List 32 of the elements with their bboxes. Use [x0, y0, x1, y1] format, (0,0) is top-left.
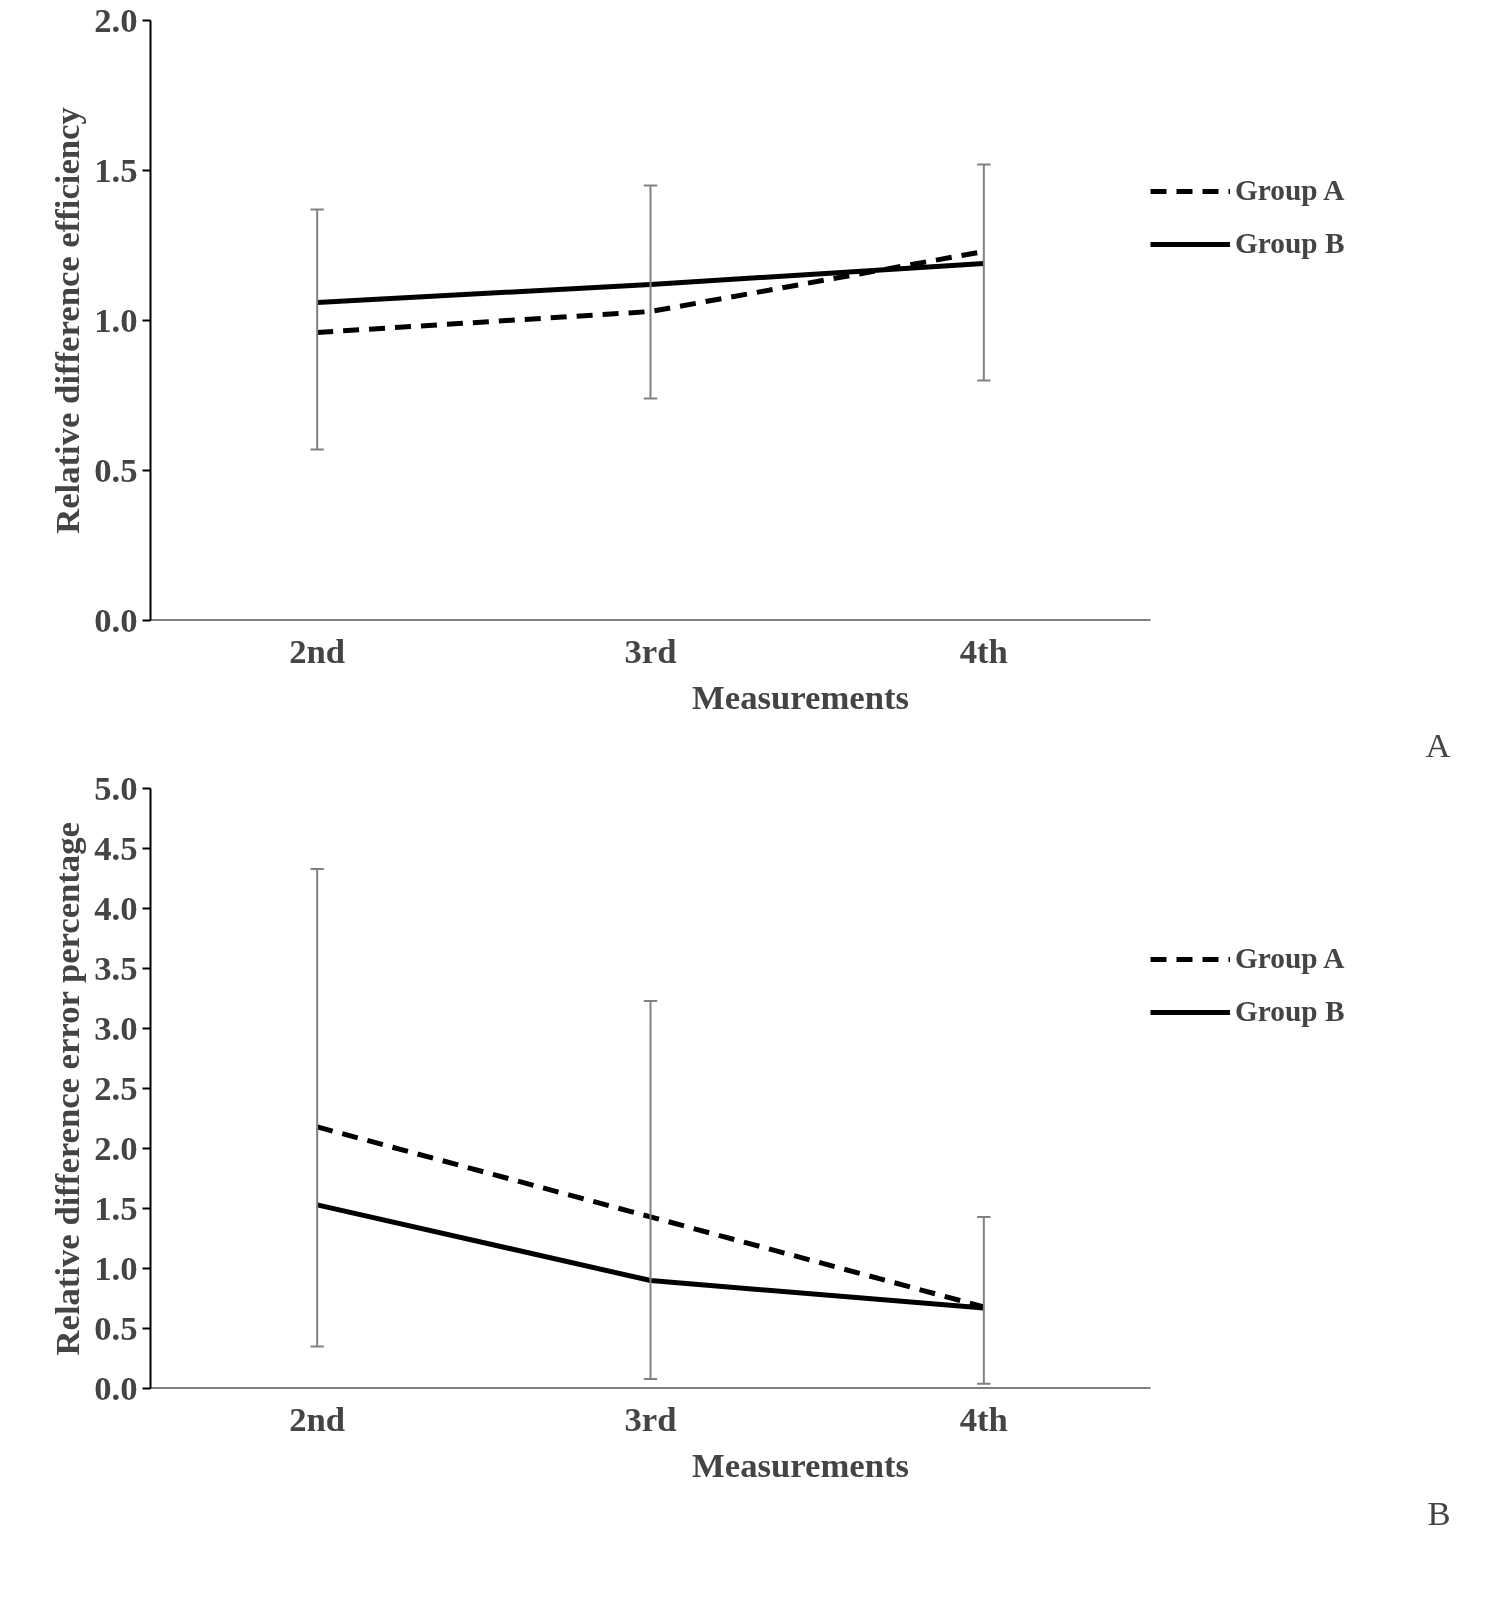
- y-tick-label: 1.0: [94, 300, 138, 339]
- y-tick-label: 1.5: [94, 1188, 138, 1227]
- y-tick-label: 0.5: [94, 450, 138, 489]
- x-tick-label: 4th: [959, 631, 1008, 670]
- x-axis-title: Measurements: [692, 1445, 909, 1484]
- y-tick-label: 3.5: [94, 948, 138, 987]
- text: B: [1427, 1493, 1451, 1532]
- x-tick-label: 2nd: [289, 1399, 346, 1438]
- y-tick-label: 4.0: [94, 888, 138, 927]
- y-tick-label: 3.0: [94, 1008, 138, 1047]
- y-tick-label: 2.0: [94, 1128, 138, 1167]
- y-tick-label: 0.0: [94, 1368, 138, 1407]
- x-tick-label: 3rd: [624, 631, 677, 670]
- y-tick-label: 0.0: [94, 600, 138, 639]
- x-tick-label: 3rd: [624, 1399, 677, 1438]
- x-tick-label: 4th: [959, 1399, 1008, 1438]
- y-tick-label: 1.0: [94, 1248, 138, 1287]
- x-tick-label: 2nd: [289, 631, 346, 670]
- legend-label: Group B: [1235, 995, 1345, 1028]
- legend-label: Group B: [1235, 227, 1345, 260]
- y-tick-label: 4.5: [94, 828, 138, 867]
- text: A: [1425, 725, 1451, 764]
- y-tick-label: 2.5: [94, 1068, 138, 1107]
- y-tick-label: 0.5: [94, 1308, 138, 1347]
- y-axis-title: Relative difference efficiency: [48, 107, 87, 534]
- y-tick-label: 1.5: [94, 150, 138, 189]
- legend-label: Group A: [1235, 942, 1345, 975]
- x-axis-title: Measurements: [692, 677, 909, 716]
- y-tick-label: 2.0: [94, 0, 138, 39]
- y-axis-title: Relative difference error percentage: [48, 822, 87, 1356]
- legend-label: Group A: [1235, 174, 1345, 207]
- y-tick-label: 5.0: [94, 768, 138, 807]
